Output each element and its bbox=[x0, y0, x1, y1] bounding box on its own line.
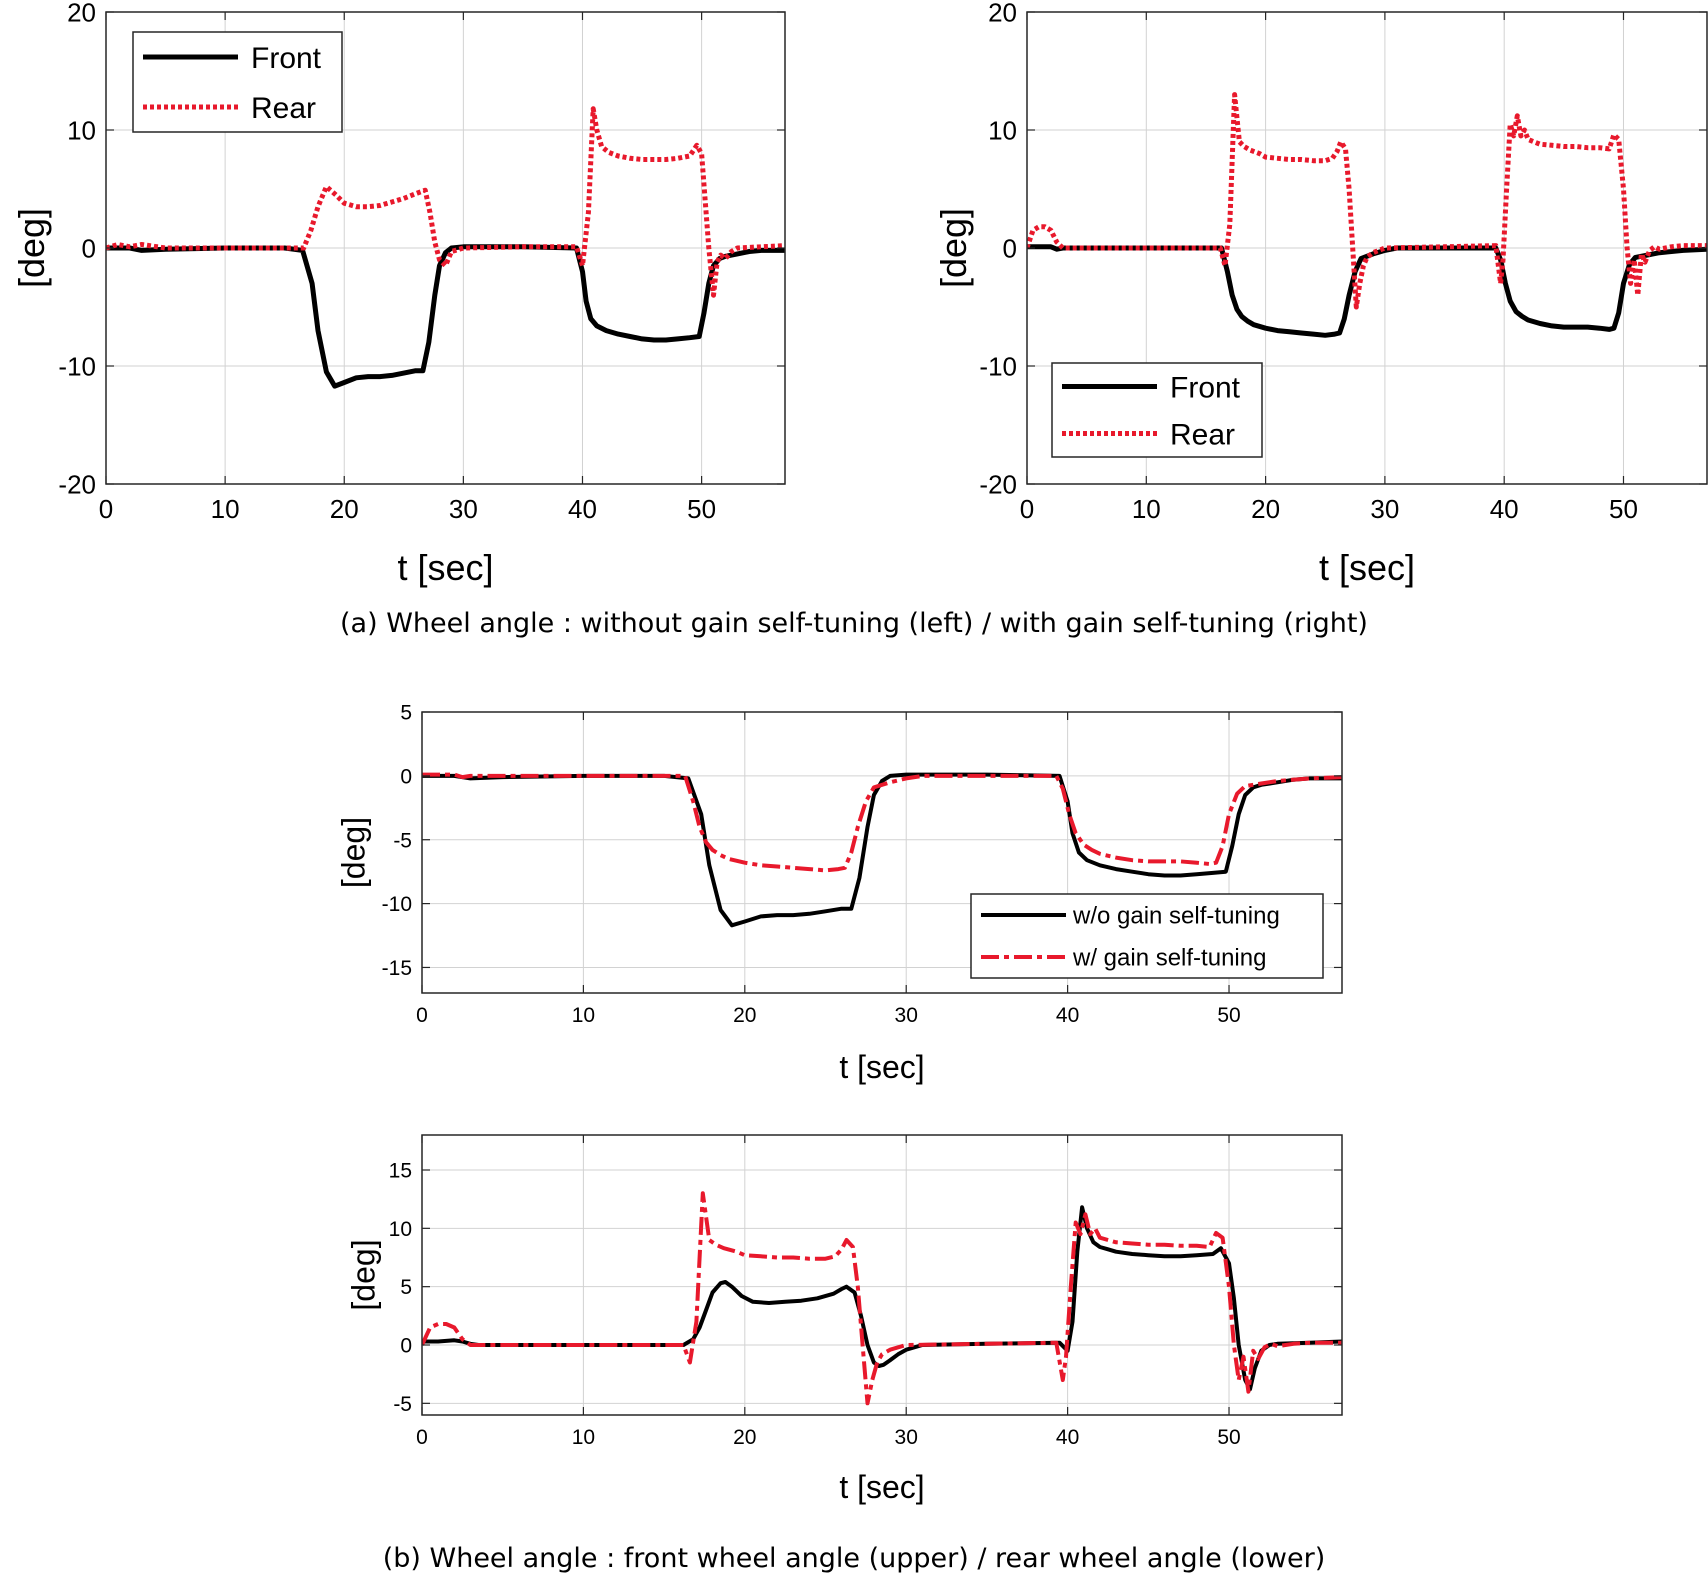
y-axis-label: [deg] bbox=[933, 208, 974, 288]
x-tick-label: 0 bbox=[1020, 494, 1034, 524]
x-tick-label: 20 bbox=[733, 1426, 756, 1449]
legend-label: Rear bbox=[1170, 418, 1235, 451]
x-tick-label: 20 bbox=[733, 1004, 756, 1027]
x-tick-label: 0 bbox=[416, 1004, 428, 1027]
x-tick-label: 50 bbox=[687, 494, 716, 524]
x-tick-label: 40 bbox=[1056, 1004, 1079, 1027]
x-tick-label: 30 bbox=[449, 494, 478, 524]
y-tick-label: 0 bbox=[1003, 233, 1017, 263]
y-tick-label: 5 bbox=[400, 1276, 412, 1299]
y-tick-label: 0 bbox=[82, 233, 96, 263]
legend-box bbox=[970, 893, 1324, 979]
y-tick-label: -5 bbox=[393, 1393, 412, 1416]
chart-2: 0 10 20 30 40 50 -20 -10 0 10 20 t [sec] [deg] Front R… bbox=[933, 0, 1708, 588]
x-tick-label: 20 bbox=[330, 494, 359, 524]
y-tick-label: 0 bbox=[400, 765, 412, 788]
y-tick-label: 15 bbox=[389, 1160, 412, 1183]
legend: w/o gain self-tuning w/ gain self-tuning bbox=[970, 893, 1324, 979]
legend: Front Rear bbox=[1051, 362, 1263, 458]
series-line-1 bbox=[422, 1205, 1342, 1392]
chart-3: 0 10 20 30 40 50 -15 -10 -5 0 5 t [sec] [deg] w/o gai… bbox=[336, 702, 1343, 1085]
x-tick-label: 50 bbox=[1217, 1426, 1240, 1449]
y-tick-label: 10 bbox=[389, 1218, 412, 1241]
series-line-1 bbox=[1027, 244, 1707, 338]
legend-label: Front bbox=[1170, 371, 1241, 404]
legend: Front Rear bbox=[132, 31, 343, 133]
y-tick-label: 10 bbox=[67, 115, 96, 145]
legend-label: Front bbox=[251, 42, 322, 75]
axes-box bbox=[421, 711, 1343, 994]
series-line-2 bbox=[1027, 92, 1707, 310]
x-tick-label: 0 bbox=[99, 494, 113, 524]
x-tick-label: 10 bbox=[211, 494, 240, 524]
y-tick-label: -10 bbox=[58, 351, 96, 381]
y-tick-label: -15 bbox=[382, 957, 412, 980]
y-axis-label: [deg] bbox=[336, 817, 372, 888]
y-tick-label: -5 bbox=[393, 829, 412, 852]
y-axis-label: [deg] bbox=[346, 1239, 382, 1310]
x-tick-label: 40 bbox=[1490, 494, 1519, 524]
series-line-2 bbox=[422, 1191, 1342, 1406]
y-tick-label: 5 bbox=[400, 702, 412, 725]
x-tick-label: 10 bbox=[1132, 494, 1161, 524]
y-tick-label: 20 bbox=[988, 0, 1017, 27]
x-tick-label: 50 bbox=[1609, 494, 1638, 524]
series-line-2 bbox=[422, 772, 1342, 873]
chart-1: 0 10 20 30 40 50 -20 -10 0 10 20 t [sec] [deg] Front R… bbox=[11, 0, 786, 588]
y-tick-label: 0 bbox=[400, 1335, 412, 1358]
legend-label: Rear bbox=[251, 92, 316, 125]
y-axis-label: [deg] bbox=[11, 208, 52, 288]
series-line-1 bbox=[422, 772, 1342, 928]
x-tick-label: 30 bbox=[895, 1004, 918, 1027]
caption-a: (a) Wheel angle : without gain self-tuni… bbox=[340, 608, 1368, 639]
y-tick-label: 10 bbox=[988, 115, 1017, 145]
x-axis-label: t [sec] bbox=[1319, 547, 1415, 588]
y-tick-label: -10 bbox=[979, 351, 1017, 381]
y-tick-label: 20 bbox=[67, 0, 96, 27]
x-tick-label: 20 bbox=[1251, 494, 1280, 524]
caption-b: (b) Wheel angle : front wheel angle (upp… bbox=[382, 1543, 1326, 1574]
legend-label: w/o gain self-tuning bbox=[1072, 903, 1280, 930]
y-tick-label: -10 bbox=[382, 893, 412, 916]
legend-label: w/ gain self-tuning bbox=[1072, 945, 1266, 972]
x-tick-label: 0 bbox=[416, 1426, 428, 1449]
x-axis-label: t [sec] bbox=[839, 1049, 924, 1085]
x-tick-label: 10 bbox=[572, 1004, 595, 1027]
legend-box bbox=[132, 31, 343, 133]
legend-box bbox=[1051, 362, 1263, 458]
x-tick-label: 30 bbox=[895, 1426, 918, 1449]
x-tick-label: 10 bbox=[572, 1426, 595, 1449]
series-line-1 bbox=[106, 244, 785, 389]
x-axis-label: t [sec] bbox=[397, 547, 493, 588]
x-tick-label: 40 bbox=[1056, 1426, 1079, 1449]
x-axis-label: t [sec] bbox=[839, 1469, 924, 1505]
axes-box bbox=[421, 1134, 1343, 1416]
x-tick-label: 50 bbox=[1217, 1004, 1240, 1027]
y-tick-label: -20 bbox=[979, 469, 1017, 499]
x-tick-label: 40 bbox=[568, 494, 597, 524]
y-tick-label: -20 bbox=[58, 469, 96, 499]
series-line-2 bbox=[106, 106, 785, 298]
x-tick-label: 30 bbox=[1370, 494, 1399, 524]
